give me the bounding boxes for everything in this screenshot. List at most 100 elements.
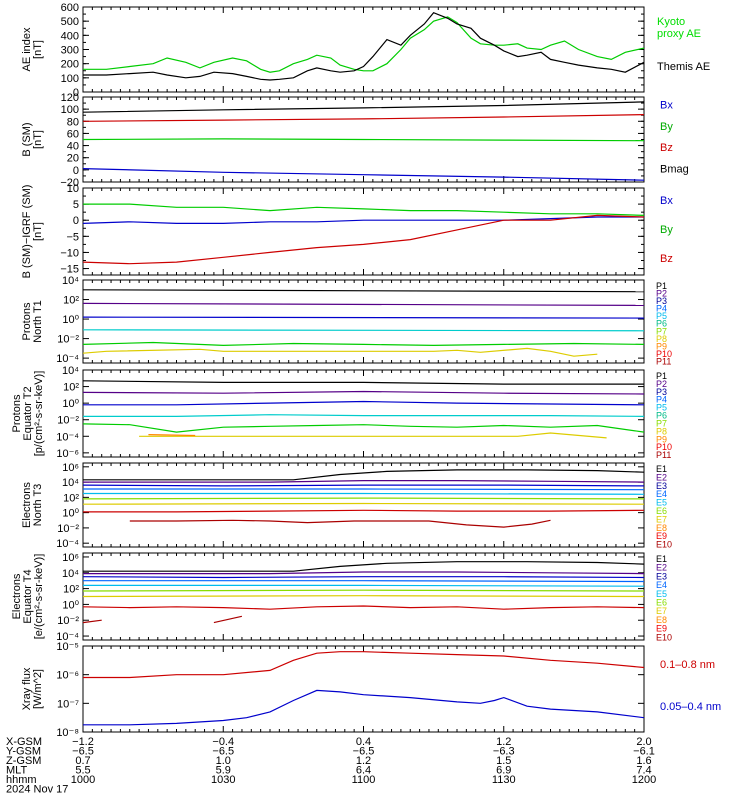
footer-row-value: −1.2 [72,736,94,748]
legend-label: proxy AE [657,28,701,40]
series-line-2 [82,390,645,395]
y-tick-label: 10⁴ [62,477,79,489]
legend-label: P2 [656,289,667,299]
series-line-9 [129,519,551,528]
y-axis-label: [nT] [32,130,44,149]
series-line-8 [83,509,645,513]
series-line-7 [148,434,196,437]
y-tick-label: 0 [73,215,79,227]
series-line-5 [82,341,645,347]
legend-label: Bz [660,253,673,265]
footer-row-value: 1200 [632,774,656,786]
legend-label: By [660,224,673,236]
footer-row-value: 7.4 [636,765,651,777]
series-line-5 [82,423,645,433]
legend-label: P5 [656,311,667,321]
legend-label: E7 [656,606,667,616]
y-tick-label: 10⁰ [62,599,79,611]
y-tick-label: 600 [61,2,79,14]
panel-frame [82,369,645,458]
y-tick-label: 200 [61,59,79,71]
series-line-7 [82,502,645,505]
y-tick-label: 10⁻⁶ [56,448,79,460]
series-line-3 [82,214,645,265]
y-axis-label: B (SM) [21,122,33,156]
footer-row-label: Y-GSM [6,746,41,758]
footer-row-label: Z-GSM [6,755,41,767]
y-tick-label: −5 [66,231,79,243]
y-axis-label: [nT] [32,40,44,59]
footer-row-value: 5.5 [75,765,90,777]
series-line-1 [82,101,645,113]
series-line-4 [82,329,645,332]
legend-label: E4 [656,580,667,590]
legend-label: E8 [656,523,667,533]
y-axis-label: [e/(cm²-s-sr-keV)] [33,554,45,640]
y-axis-label: Protons [21,302,33,340]
legend-label: Bmag [660,163,689,175]
series-line-6 [82,497,645,500]
legend-label: P2 [656,379,667,389]
panel-frame [82,462,645,548]
series-line-3 [82,316,645,319]
series-line-4 [83,580,645,583]
legend-label: P10 [656,442,672,452]
footer-row-value: 2.0 [636,736,651,748]
panel-frame [82,645,645,733]
panel-1: 0 100 200 300 400 500 600 AE index [nT] Kyotoprox… [21,2,710,99]
y-tick-label: 10² [63,492,79,504]
footer-row-value: 6.4 [356,765,371,777]
legend-label: E3 [656,481,667,491]
y-axis-label: Equator T4 [22,569,34,623]
legend-label: P3 [656,296,667,306]
y-tick-label: 10⁻² [57,334,79,346]
series-line-8 [82,605,645,610]
legend-label: E3 [656,571,667,581]
legend-label: E10 [656,540,672,550]
series-line-1 [82,380,644,385]
series-line-3 [83,400,645,406]
series-line-1 [83,16,645,73]
y-tick-label: 80 [67,116,79,128]
y-tick-label: 10⁻⁶ [56,670,79,682]
footer-row-label: hhmm [6,774,37,786]
y-tick-label: 60 [67,128,79,140]
y-axis-label: Electrons [21,482,33,528]
footer-row-value: −0.4 [212,736,234,748]
y-tick-label: 10⁻² [57,415,79,427]
y-tick-label: 10⁻⁴ [56,431,79,443]
legend-label: E10 [656,632,672,642]
y-tick-label: 10⁴ [62,568,79,580]
series-line-1 [83,651,645,679]
y-tick-label: −10 [60,247,79,259]
y-tick-label: 10⁴ [62,365,79,377]
legend-label: E2 [656,472,667,482]
footer-row-value: 1100 [352,774,376,786]
y-tick-label: 10 [67,183,79,195]
legend-label: E1 [656,554,667,564]
y-axis-label: [p/(cm²-s-sr-keV)] [33,371,45,457]
y-tick-label: 400 [61,30,79,42]
y-axis-label: [W/m^2] [32,669,44,709]
y-tick-label: 10⁶ [62,462,79,474]
y-tick-label: 20 [67,153,79,165]
panel-5: 10⁻⁶ 10⁻⁴ 10⁻² 10⁰ 10² 10⁴ Protons Equator T2 [p… [11,365,672,460]
series-line-3 [82,484,645,487]
legend-label: P4 [656,304,667,314]
legend-label: P8 [656,334,667,344]
y-tick-label: 0 [73,165,79,177]
y-tick-label: 10⁶ [62,552,79,564]
footer-row-value: −6.5 [353,746,375,758]
legend-label: P9 [656,341,667,351]
y-tick-label: 10⁻⁴ [56,538,79,550]
footer-row-value: −6.5 [72,746,94,758]
series-line-2 [82,216,644,224]
y-tick-label: 500 [61,16,79,28]
y-tick-label: 10⁰ [62,398,79,410]
legend-label: 0.05–0.4 nm [660,701,721,713]
x-axis-footer: X-GSM −1.2 −0.4 0.4 1.2 2.0 Y-GSM −6.5 −6.5 −6.5 −… [6,736,656,796]
y-axis-label: North T3 [32,484,44,527]
legend-label: P1 [656,371,667,381]
